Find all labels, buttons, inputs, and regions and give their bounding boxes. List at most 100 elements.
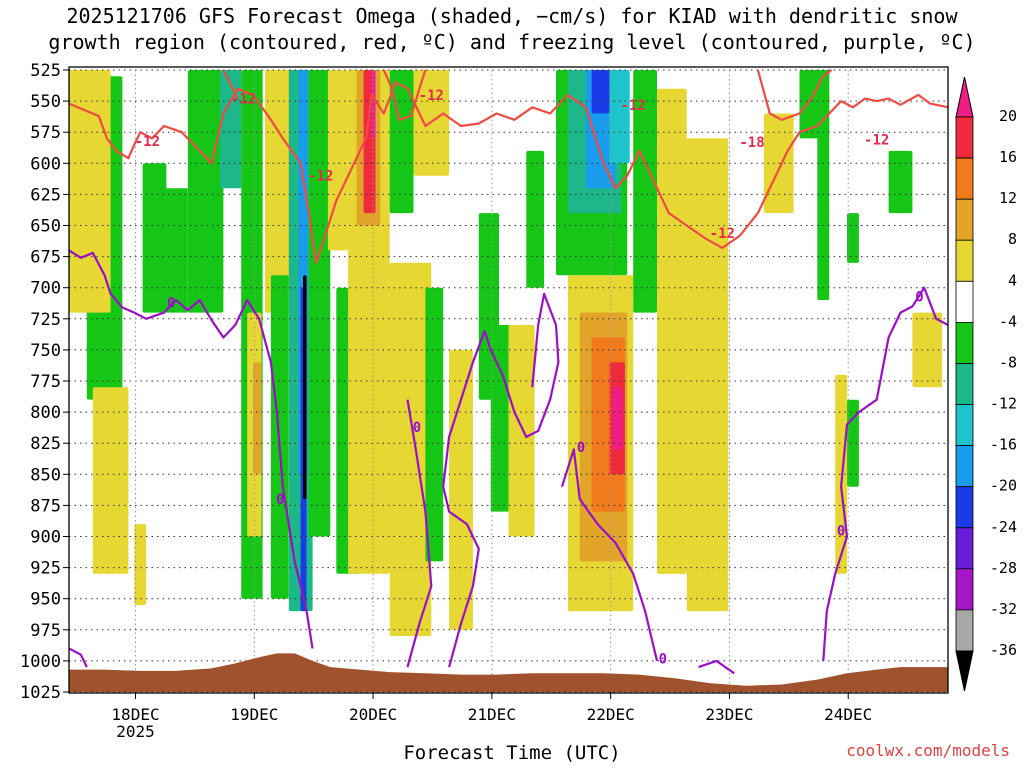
- colorbar-bin: [955, 321, 974, 364]
- dendritic-contour-line: [222, 69, 239, 100]
- x-tick-label: 22DEC: [587, 705, 635, 724]
- dendritic-contour-label: -12: [710, 226, 735, 242]
- y-tick-label: 675: [30, 248, 61, 268]
- y-tick-label: 525: [30, 61, 61, 81]
- omega-cell: [449, 349, 473, 630]
- dendritic-contour-label: -12: [419, 88, 444, 104]
- freezing-contour-label: 0: [276, 492, 284, 508]
- y-tick-label: 925: [30, 559, 61, 579]
- y-tick-label: 875: [30, 496, 61, 516]
- omega-cell: [508, 325, 535, 537]
- colorbar-label: -4: [999, 312, 1017, 330]
- dendritic-contour-label: -12: [308, 169, 333, 185]
- y-tick-label: 725: [30, 310, 61, 330]
- y-tick-label: 750: [30, 341, 61, 361]
- y-tick-label: 825: [30, 434, 61, 454]
- omega-cell: [613, 387, 623, 450]
- colorbar-label: -32: [990, 600, 1017, 618]
- omega-cell: [425, 287, 444, 562]
- x-tick-label: 20DEC: [349, 705, 397, 724]
- freezing-contour-line: [560, 448, 659, 662]
- freezing-contour-line: [69, 647, 88, 668]
- y-tick-label: 975: [30, 621, 61, 641]
- colorbar-bin: [955, 116, 974, 159]
- omega-cell: [609, 70, 630, 164]
- omega-cell: [92, 387, 129, 574]
- colorbar-label: 16: [999, 148, 1017, 166]
- freezing-contour-line: [69, 249, 314, 649]
- y-tick-label: 600: [30, 154, 61, 174]
- dendritic-contour-label: -12: [621, 98, 646, 114]
- colorbar-label: 12: [999, 189, 1017, 207]
- omega-cell: [187, 70, 224, 313]
- colorbar-label: -8: [999, 354, 1017, 372]
- colorbar-bin: [955, 568, 974, 611]
- x-tick-label: 23DEC: [705, 705, 753, 724]
- omega-cell: [888, 150, 913, 214]
- dendritic-contour-label: -12: [135, 134, 160, 150]
- omega-cell: [657, 88, 687, 574]
- omega-cell: [591, 70, 610, 114]
- y-tick-label: 575: [30, 123, 61, 143]
- colorbar-bin: [955, 486, 974, 529]
- omega-cell: [847, 213, 859, 263]
- colorbar-label: -36: [990, 641, 1017, 659]
- x-axis-label: Forecast Time (UTC): [403, 742, 621, 764]
- x-tick-label: 21DEC: [468, 705, 516, 724]
- y-tick-label: 1000: [20, 652, 61, 672]
- freezing-contour-line: [406, 399, 433, 668]
- y-tick-label: 775: [30, 372, 61, 392]
- colorbar-bin: [955, 198, 974, 241]
- freezing-contour-label: 0: [837, 523, 845, 539]
- omega-cell: [69, 70, 111, 313]
- grid-lines: [69, 69, 948, 693]
- y-tick-label: 625: [30, 185, 61, 205]
- omega-cell: [633, 70, 657, 313]
- colorbar-bin: [955, 404, 974, 446]
- colorbar-bin: [955, 157, 974, 200]
- y-tick-label: 550: [30, 92, 61, 112]
- omega-cell: [370, 70, 376, 139]
- dendritic-contour-label: -12: [864, 133, 889, 149]
- colorbar-label: -28: [990, 559, 1017, 577]
- omega-cell: [835, 374, 848, 574]
- dendritic-contour-label: -18: [739, 135, 764, 151]
- x-tick-sublabel: 2025: [116, 722, 155, 741]
- freezing-contour-line: [442, 292, 560, 668]
- colorbar-top-triangle: [955, 76, 974, 118]
- colorbar-bin: [955, 280, 974, 323]
- dendritic-contour-line: [382, 69, 427, 121]
- freezing-contour-line: [698, 659, 735, 675]
- chart-title-line-1: 2025121706 GFS Forecast Omega (shaded, −…: [66, 4, 958, 28]
- plot-frame: [68, 66, 949, 694]
- y-tick-label: 850: [30, 465, 61, 485]
- dendritic-contour-label: -12: [231, 92, 256, 108]
- omega-cell: [817, 70, 830, 301]
- freezing-contour-label: 0: [167, 296, 175, 312]
- y-tick-label: 900: [30, 528, 61, 548]
- colorbar: 20 16 12 8 4 -4 -8 -12 -16 -20 -24 -28 -32 -36: [955, 76, 1017, 692]
- omega-cell: [526, 150, 545, 288]
- omega-cell: [327, 70, 349, 251]
- x-tick-label: 18DEC: [111, 705, 159, 724]
- freezing-contour-label: 0: [577, 440, 585, 456]
- y-tick-label: 950: [30, 590, 61, 610]
- omega-cell: [253, 362, 262, 475]
- freezing-contour-label: 0: [659, 651, 667, 667]
- dendritic-contour-line: [756, 69, 833, 121]
- freezing-contour-label: 0: [413, 420, 421, 436]
- colorbar-bin: [955, 445, 974, 488]
- dendritic-contour-line: [69, 81, 948, 264]
- x-tick-label: 24DEC: [824, 705, 872, 724]
- colorbar-bin: [955, 609, 974, 652]
- omega-cell: [219, 70, 242, 189]
- colorbar-label: 4: [1008, 271, 1017, 289]
- colorbar-bin: [955, 527, 974, 570]
- colorbar-label: -12: [990, 395, 1017, 413]
- omega-cell: [134, 524, 147, 605]
- omega-cell: [164, 188, 188, 313]
- credit-link[interactable]: coolwx.com/models: [846, 741, 1010, 760]
- omega-cell: [490, 325, 511, 512]
